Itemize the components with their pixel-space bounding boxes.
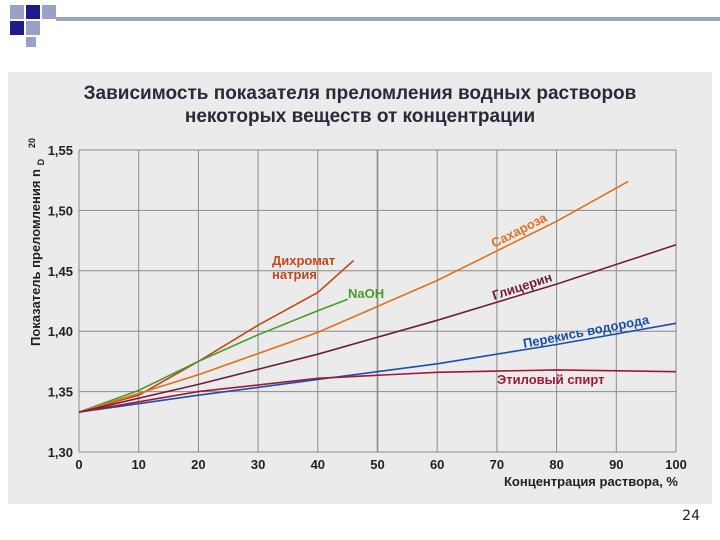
chart-title: Зависимость показателя преломления водны… bbox=[8, 82, 712, 128]
y-tick-label: 1,30 bbox=[48, 445, 73, 460]
deco-square-5 bbox=[26, 21, 40, 35]
deco-square-2 bbox=[26, 5, 40, 19]
y-axis-label: Показатель преломления n bbox=[28, 169, 43, 346]
deco-square-4 bbox=[10, 21, 24, 35]
y-tick-label: 1,35 bbox=[48, 385, 73, 400]
series-label-3: Глицерин bbox=[490, 269, 554, 302]
top-divider bbox=[56, 17, 720, 21]
y-tick-label: 1,55 bbox=[48, 143, 73, 158]
tick-labels: 0 10 20 30 40 50 60 70 80 90 100 1,30 1,35 1,40 1,45 1,… bbox=[48, 143, 687, 472]
series-lines bbox=[78, 180, 677, 413]
series-line-2 bbox=[78, 180, 629, 413]
x-tick-label: 50 bbox=[370, 457, 384, 472]
x-tick-label: 40 bbox=[311, 457, 325, 472]
series-line-5 bbox=[78, 369, 677, 413]
svg-text:Показатель преломления n: Показатель преломления n D bbox=[28, 158, 46, 346]
deco-square-3 bbox=[42, 5, 56, 19]
series-label-0: Дихромат натрия bbox=[272, 253, 335, 282]
x-tick-label: 100 bbox=[665, 457, 687, 472]
deco-square-6 bbox=[26, 37, 36, 47]
x-tick-label: 60 bbox=[430, 457, 444, 472]
series-label-line: Этиловый спирт bbox=[497, 372, 605, 387]
grid bbox=[78, 149, 677, 453]
series-line-3 bbox=[78, 244, 677, 413]
chart-panel bbox=[8, 72, 712, 504]
x-tick-label: 70 bbox=[490, 457, 504, 472]
title-line-2: некоторых веществ от концентрации bbox=[184, 106, 536, 127]
x-tick-label: 30 bbox=[251, 457, 265, 472]
x-axis-label: Концентрация раствора, % bbox=[504, 474, 678, 489]
series-label-line: Глицерин bbox=[490, 269, 554, 302]
series-label-line: Дихромат bbox=[272, 253, 335, 268]
y-tick-label: 1,40 bbox=[48, 324, 73, 339]
series-label-2: Сахароза bbox=[489, 210, 550, 251]
series-label-line: Сахароза bbox=[489, 210, 550, 251]
deco-square-1 bbox=[10, 5, 24, 19]
y-axis-label-sup: 20 bbox=[27, 138, 37, 148]
series-line-1 bbox=[78, 298, 348, 413]
y-axis-label-group: Показатель преломления n D 20 bbox=[27, 138, 46, 346]
x-tick-label: 20 bbox=[191, 457, 205, 472]
series-label-line: NaOH bbox=[348, 286, 384, 301]
y-tick-label: 1,50 bbox=[48, 203, 73, 218]
x-tick-label: 0 bbox=[75, 457, 82, 472]
title-line-1: Зависимость показателя преломления водны… bbox=[83, 83, 637, 104]
series-line-4 bbox=[78, 322, 677, 413]
series-label-line: натрия bbox=[272, 267, 317, 282]
series-line-0 bbox=[78, 259, 355, 413]
page-number: 24 bbox=[682, 508, 700, 524]
x-tick-label: 10 bbox=[131, 457, 145, 472]
y-tick-label: 1,45 bbox=[48, 264, 73, 279]
x-tick-label: 80 bbox=[549, 457, 563, 472]
x-tick-label: 90 bbox=[609, 457, 623, 472]
series-label-5: Этиловый спирт bbox=[497, 372, 605, 387]
y-axis-label-sub: D bbox=[36, 158, 46, 165]
series-label-1: NaOH bbox=[348, 286, 384, 301]
